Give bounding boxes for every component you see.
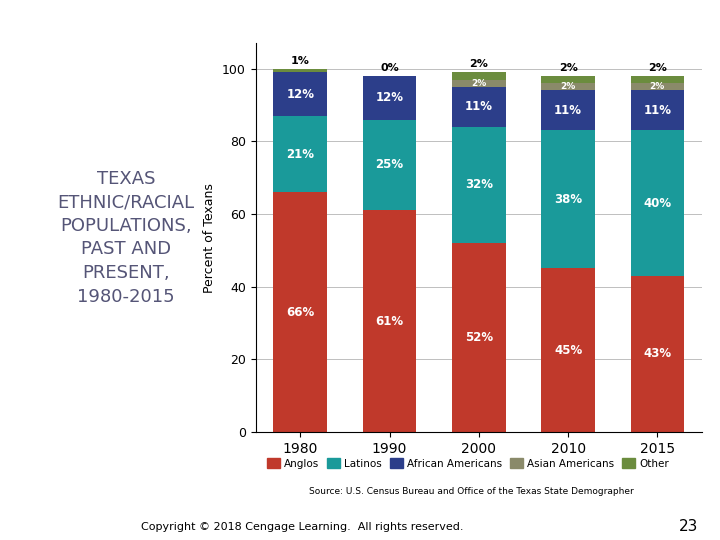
- Y-axis label: Percent of Texans: Percent of Texans: [204, 183, 217, 293]
- Bar: [274, 116, 327, 192]
- Text: 1%: 1%: [291, 56, 310, 66]
- Text: 21%: 21%: [287, 147, 314, 160]
- Bar: [274, 72, 327, 116]
- Bar: [541, 90, 595, 130]
- Bar: [452, 79, 505, 87]
- Bar: [541, 130, 595, 268]
- Text: 61%: 61%: [375, 315, 404, 328]
- Text: 40%: 40%: [643, 197, 672, 210]
- Text: 43%: 43%: [643, 347, 672, 360]
- Text: 45%: 45%: [554, 344, 582, 357]
- Bar: [452, 127, 505, 243]
- Text: 0%: 0%: [294, 62, 307, 70]
- Text: 2%: 2%: [471, 79, 487, 87]
- Text: 38%: 38%: [554, 193, 582, 206]
- Bar: [274, 69, 327, 72]
- Text: 0%: 0%: [380, 63, 399, 73]
- Bar: [363, 211, 416, 432]
- Bar: [452, 243, 505, 432]
- Text: 2%: 2%: [559, 63, 577, 73]
- Bar: [274, 192, 327, 432]
- Bar: [541, 268, 595, 432]
- Text: 23: 23: [679, 519, 698, 534]
- Text: Source: U.S. Census Bureau and Office of the Texas State Demographer: Source: U.S. Census Bureau and Office of…: [309, 487, 634, 496]
- Text: 2%: 2%: [469, 59, 488, 69]
- Text: 11%: 11%: [644, 104, 671, 117]
- Text: Copyright © 2018 Cengage Learning.  All rights reserved.: Copyright © 2018 Cengage Learning. All r…: [141, 522, 464, 531]
- Bar: [631, 276, 684, 432]
- Bar: [631, 90, 684, 130]
- Text: 12%: 12%: [287, 87, 314, 100]
- Bar: [541, 76, 595, 83]
- Legend: Anglos, Latinos, African Americans, Asian Americans, Other: Anglos, Latinos, African Americans, Asia…: [263, 454, 673, 472]
- Text: TEXAS
ETHNIC/RACIAL
POPULATIONS,
PAST AND
PRESENT,
1980-2015: TEXAS ETHNIC/RACIAL POPULATIONS, PAST AN…: [58, 170, 194, 306]
- Bar: [631, 83, 684, 90]
- Text: 25%: 25%: [375, 158, 404, 171]
- Text: 11%: 11%: [465, 100, 492, 113]
- Bar: [363, 76, 416, 119]
- Bar: [541, 83, 595, 90]
- Text: 32%: 32%: [465, 178, 492, 191]
- Text: 2%: 2%: [648, 63, 667, 73]
- Text: 66%: 66%: [286, 306, 315, 319]
- Text: 0%: 0%: [383, 65, 396, 74]
- Bar: [363, 119, 416, 211]
- Text: 2%: 2%: [560, 82, 576, 91]
- Bar: [631, 130, 684, 276]
- Bar: [631, 76, 684, 83]
- Text: 2%: 2%: [649, 82, 665, 91]
- Bar: [452, 72, 505, 79]
- Text: 52%: 52%: [464, 331, 493, 344]
- Text: 12%: 12%: [376, 91, 403, 104]
- Bar: [452, 87, 505, 127]
- Text: 11%: 11%: [554, 104, 582, 117]
